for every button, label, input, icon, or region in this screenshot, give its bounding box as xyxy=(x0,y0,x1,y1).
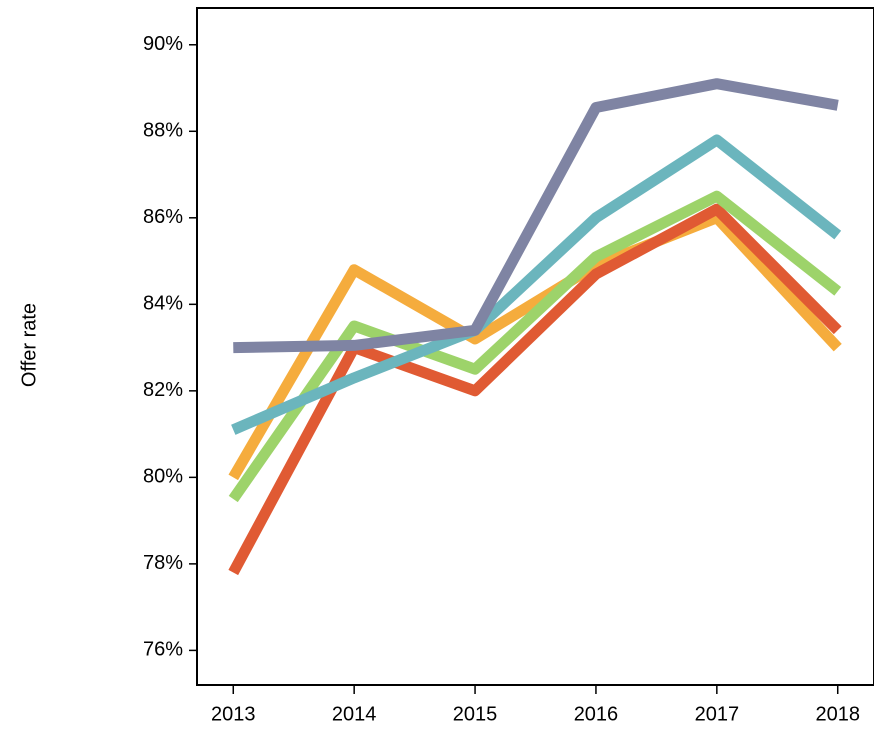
y-tick-label: 76% xyxy=(143,639,183,661)
line-series xyxy=(228,212,842,481)
y-tick-label: 90% xyxy=(143,33,183,55)
x-tick-label: 2015 xyxy=(453,703,498,725)
y-tick-label: 88% xyxy=(143,120,183,142)
x-tick-label: 2014 xyxy=(332,703,377,725)
y-tick-label: 86% xyxy=(143,206,183,228)
y-tick-label: 82% xyxy=(143,379,183,401)
line-series xyxy=(231,134,842,435)
line-series xyxy=(228,190,842,503)
y-tick-label: 80% xyxy=(143,466,183,488)
x-tick-label: 2013 xyxy=(211,703,256,725)
x-tick-label: 2016 xyxy=(574,703,619,725)
y-axis-label: Offer rate xyxy=(18,303,40,387)
x-tick-label: 2017 xyxy=(695,703,740,725)
line-series xyxy=(233,78,839,354)
plot-frame xyxy=(196,7,874,686)
x-tick-label: 2018 xyxy=(815,703,860,725)
y-tick-label: 84% xyxy=(143,293,183,315)
y-tick-label: 78% xyxy=(143,552,183,574)
